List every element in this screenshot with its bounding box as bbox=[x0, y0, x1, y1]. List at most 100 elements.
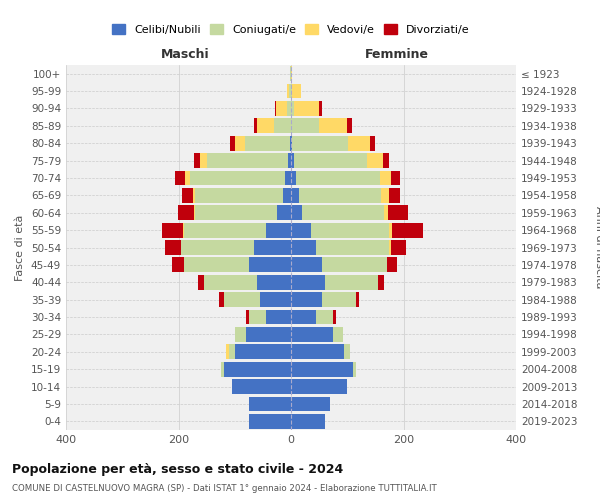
Bar bbox=[235, 344, 291, 359]
Bar bbox=[389, 222, 392, 238]
Bar bbox=[254, 118, 257, 133]
Bar bbox=[257, 118, 274, 133]
Bar bbox=[232, 379, 291, 394]
Bar bbox=[274, 118, 291, 133]
Bar bbox=[291, 153, 294, 168]
Bar bbox=[291, 66, 292, 81]
Bar bbox=[260, 292, 291, 307]
Bar bbox=[353, 362, 356, 376]
Bar bbox=[383, 153, 389, 168]
Bar bbox=[292, 84, 301, 98]
Bar bbox=[235, 136, 245, 150]
Bar bbox=[370, 136, 376, 150]
Bar bbox=[349, 136, 370, 150]
Bar bbox=[230, 136, 235, 150]
Bar bbox=[194, 206, 196, 220]
Bar bbox=[275, 101, 277, 116]
Bar bbox=[325, 275, 378, 289]
Bar bbox=[316, 310, 333, 324]
Bar bbox=[219, 292, 223, 307]
Bar bbox=[381, 188, 389, 202]
Bar bbox=[291, 414, 325, 428]
Bar bbox=[196, 206, 277, 220]
Bar bbox=[380, 170, 391, 186]
Bar bbox=[175, 170, 185, 186]
Bar bbox=[182, 188, 193, 202]
Y-axis label: Fasce di età: Fasce di età bbox=[16, 214, 25, 280]
Bar bbox=[333, 310, 336, 324]
Bar bbox=[161, 222, 183, 238]
Bar bbox=[294, 153, 367, 168]
Bar bbox=[277, 206, 291, 220]
Bar bbox=[266, 222, 291, 238]
Bar bbox=[302, 206, 384, 220]
Bar bbox=[389, 188, 400, 202]
Bar bbox=[249, 310, 266, 324]
Bar bbox=[291, 188, 299, 202]
Bar bbox=[291, 310, 316, 324]
Bar bbox=[389, 240, 391, 255]
Bar bbox=[178, 206, 194, 220]
Bar bbox=[235, 327, 246, 342]
Bar bbox=[299, 188, 381, 202]
Bar bbox=[291, 258, 322, 272]
Y-axis label: Anni di nascita: Anni di nascita bbox=[594, 206, 600, 289]
Text: Maschi: Maschi bbox=[161, 48, 209, 62]
Bar bbox=[290, 136, 291, 150]
Bar bbox=[246, 327, 291, 342]
Bar bbox=[190, 170, 286, 186]
Bar bbox=[245, 136, 290, 150]
Bar bbox=[367, 153, 383, 168]
Legend: Celibi/Nubili, Coniugati/e, Vedovi/e, Divorziati/e: Celibi/Nubili, Coniugati/e, Vedovi/e, Di… bbox=[108, 20, 474, 39]
Bar bbox=[206, 153, 288, 168]
Bar bbox=[185, 170, 190, 186]
Bar bbox=[384, 206, 388, 220]
Bar bbox=[165, 240, 181, 255]
Bar bbox=[344, 344, 350, 359]
Bar bbox=[229, 344, 235, 359]
Bar bbox=[356, 292, 359, 307]
Bar bbox=[291, 379, 347, 394]
Bar bbox=[319, 118, 347, 133]
Bar bbox=[277, 101, 287, 116]
Bar bbox=[246, 310, 249, 324]
Bar bbox=[172, 258, 184, 272]
Bar bbox=[392, 222, 423, 238]
Bar bbox=[291, 362, 353, 376]
Bar bbox=[291, 344, 344, 359]
Bar bbox=[292, 136, 349, 150]
Bar bbox=[286, 170, 291, 186]
Bar bbox=[291, 222, 311, 238]
Bar bbox=[316, 240, 389, 255]
Bar bbox=[291, 327, 333, 342]
Bar bbox=[319, 101, 322, 116]
Bar bbox=[291, 275, 325, 289]
Bar bbox=[226, 344, 229, 359]
Bar bbox=[287, 101, 291, 116]
Bar bbox=[291, 396, 331, 411]
Bar bbox=[347, 118, 352, 133]
Bar bbox=[198, 275, 204, 289]
Bar bbox=[254, 240, 291, 255]
Text: Femmine: Femmine bbox=[365, 48, 429, 62]
Bar bbox=[333, 327, 343, 342]
Bar bbox=[223, 292, 260, 307]
Bar bbox=[391, 240, 406, 255]
Bar bbox=[322, 292, 356, 307]
Bar bbox=[289, 84, 291, 98]
Bar bbox=[387, 258, 397, 272]
Bar bbox=[291, 101, 294, 116]
Bar bbox=[283, 188, 291, 202]
Bar bbox=[311, 222, 389, 238]
Bar bbox=[194, 153, 200, 168]
Bar bbox=[391, 170, 400, 186]
Bar bbox=[249, 258, 291, 272]
Bar bbox=[291, 292, 322, 307]
Bar bbox=[184, 222, 266, 238]
Bar bbox=[291, 84, 292, 98]
Bar bbox=[266, 310, 291, 324]
Bar bbox=[378, 275, 384, 289]
Bar bbox=[181, 240, 254, 255]
Bar bbox=[291, 136, 292, 150]
Bar bbox=[291, 170, 296, 186]
